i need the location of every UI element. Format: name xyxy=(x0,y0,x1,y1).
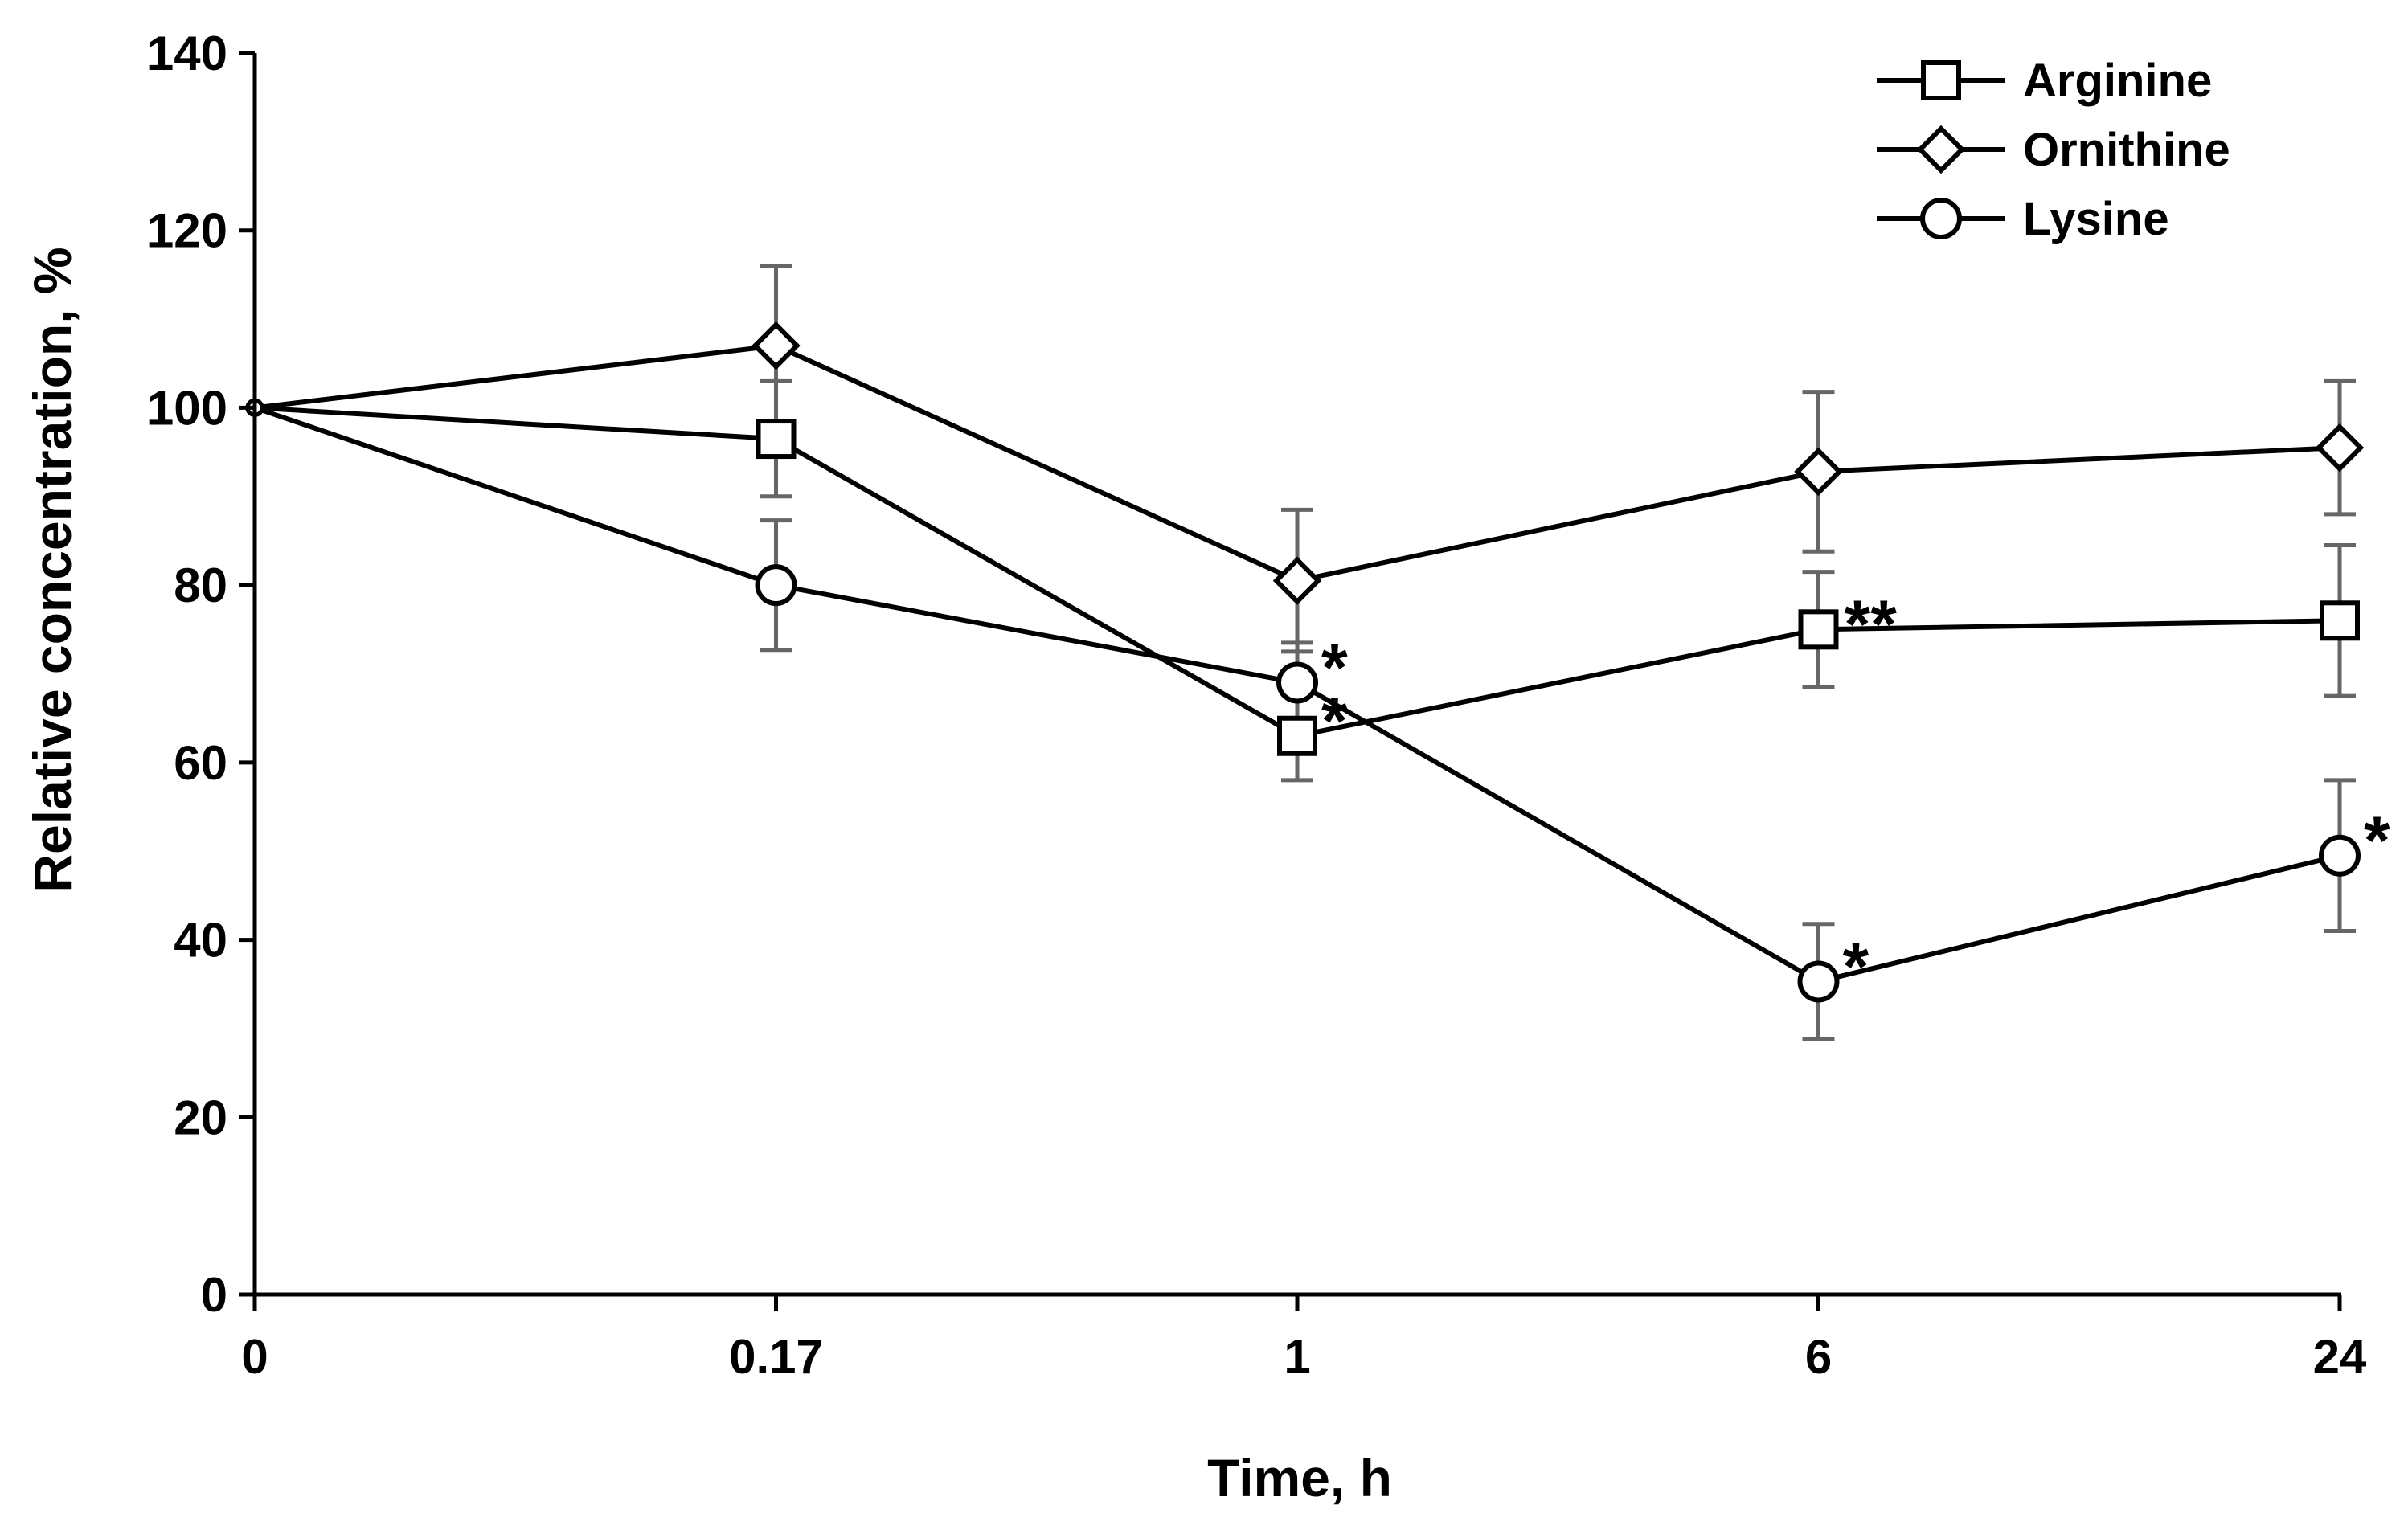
ornithine-point xyxy=(1794,447,1843,497)
legend-marker xyxy=(1920,198,1962,239)
legend: Arginine Ornithine Lysine xyxy=(1877,55,2230,245)
x-tick-label: 24 xyxy=(2313,1330,2367,1384)
lysine-point xyxy=(755,564,797,607)
arginine-point xyxy=(1798,609,1839,650)
y-tick-label: 60 xyxy=(174,736,227,790)
legend-item-lysine: Lysine xyxy=(1877,193,2169,245)
legend-label: Ornithine xyxy=(2023,124,2230,176)
error-bars xyxy=(760,264,2356,1041)
legend-marker xyxy=(1916,125,1966,174)
arginine-significance: ** xyxy=(1845,586,1898,661)
lysine-point xyxy=(1276,661,1318,704)
series-markers xyxy=(245,321,2365,1003)
lysine-point xyxy=(2319,834,2361,877)
tick-labels: 0 20 40 60 80 100 120 140 0 0.17 1 6 24 xyxy=(147,27,2367,1384)
arginine-point xyxy=(2320,600,2360,641)
x-axis-title: Time, h xyxy=(1207,1448,1392,1508)
significance-labels: ****** xyxy=(1321,586,2390,1004)
ornithine-point xyxy=(1272,556,1322,605)
legend-label: Lysine xyxy=(2023,193,2169,245)
legend-label: Arginine xyxy=(2023,55,2212,107)
arginine-significance: * xyxy=(1321,683,1348,759)
x-tick-label: 0 xyxy=(241,1330,268,1384)
y-tick-label: 120 xyxy=(147,204,227,258)
y-tick-label: 140 xyxy=(147,27,227,80)
y-tick-label: 40 xyxy=(174,914,227,968)
y-tick-label: 80 xyxy=(174,558,227,612)
ornithine-point xyxy=(2315,423,2365,473)
y-tick-label: 0 xyxy=(201,1268,227,1322)
x-tick-label: 6 xyxy=(1805,1330,1832,1384)
y-axis-title: Relative concentration, % xyxy=(23,247,82,892)
arginine-point xyxy=(756,419,797,460)
ornithine-point xyxy=(751,321,801,370)
y-tick-label: 100 xyxy=(147,381,227,435)
legend-item-ornithine: Ornithine xyxy=(1877,124,2230,176)
y-tick-label: 20 xyxy=(174,1090,227,1144)
legend-item-arginine: Arginine xyxy=(1877,55,2212,107)
lysine-significance: * xyxy=(1843,928,1869,1004)
legend-marker xyxy=(1921,60,1961,100)
lysine-point xyxy=(1797,960,1840,1003)
arginine-point xyxy=(1277,715,1317,756)
x-tick-label: 1 xyxy=(1284,1330,1310,1384)
axes xyxy=(239,51,2342,1311)
x-tick-label: 0.17 xyxy=(729,1330,823,1384)
lysine-significance: * xyxy=(1321,630,1348,706)
lysine-significance: * xyxy=(2364,803,2390,878)
